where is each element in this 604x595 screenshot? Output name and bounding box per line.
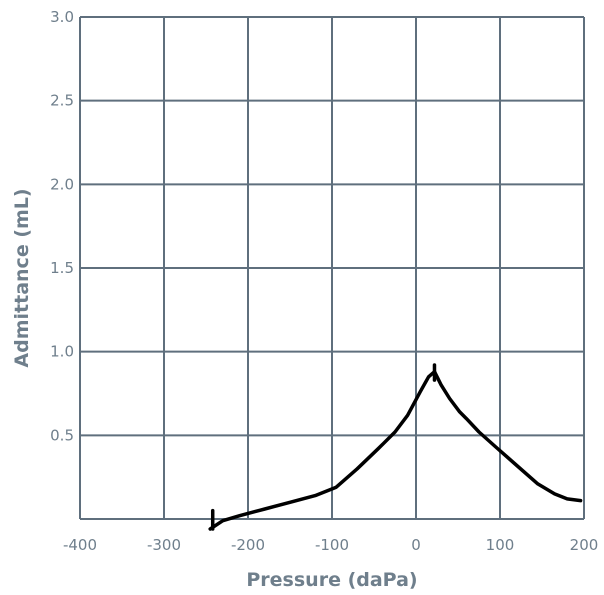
x-axis-title: Pressure (daPa) xyxy=(246,569,417,591)
grid-lines xyxy=(79,16,585,520)
y-axis-title: Admittance (mL) xyxy=(11,188,33,367)
admittance-curve xyxy=(208,369,583,531)
y-tick-label: 2.0 xyxy=(50,175,74,193)
x-tick-label: -100 xyxy=(315,536,349,554)
y-tick-labels: 0.5 1.0 1.5 2.0 2.5 3.0 xyxy=(50,8,74,444)
y-tick-label: 1.0 xyxy=(50,343,74,361)
y-tick-label: 1.5 xyxy=(50,259,74,277)
x-tick-labels: -400 -300 -200 -100 0 100 200 xyxy=(63,536,598,554)
admittance-curve-group xyxy=(208,363,583,531)
y-tick-label: 2.5 xyxy=(50,92,74,110)
y-tick-label: 3.0 xyxy=(50,8,74,26)
x-tick-label: 200 xyxy=(570,536,599,554)
x-tick-label: -200 xyxy=(231,536,265,554)
x-tick-label: -400 xyxy=(63,536,97,554)
x-tick-label: 0 xyxy=(411,536,421,554)
x-tick-label: -300 xyxy=(147,536,181,554)
x-tick-label: 100 xyxy=(486,536,515,554)
y-tick-label: 0.5 xyxy=(50,426,74,444)
